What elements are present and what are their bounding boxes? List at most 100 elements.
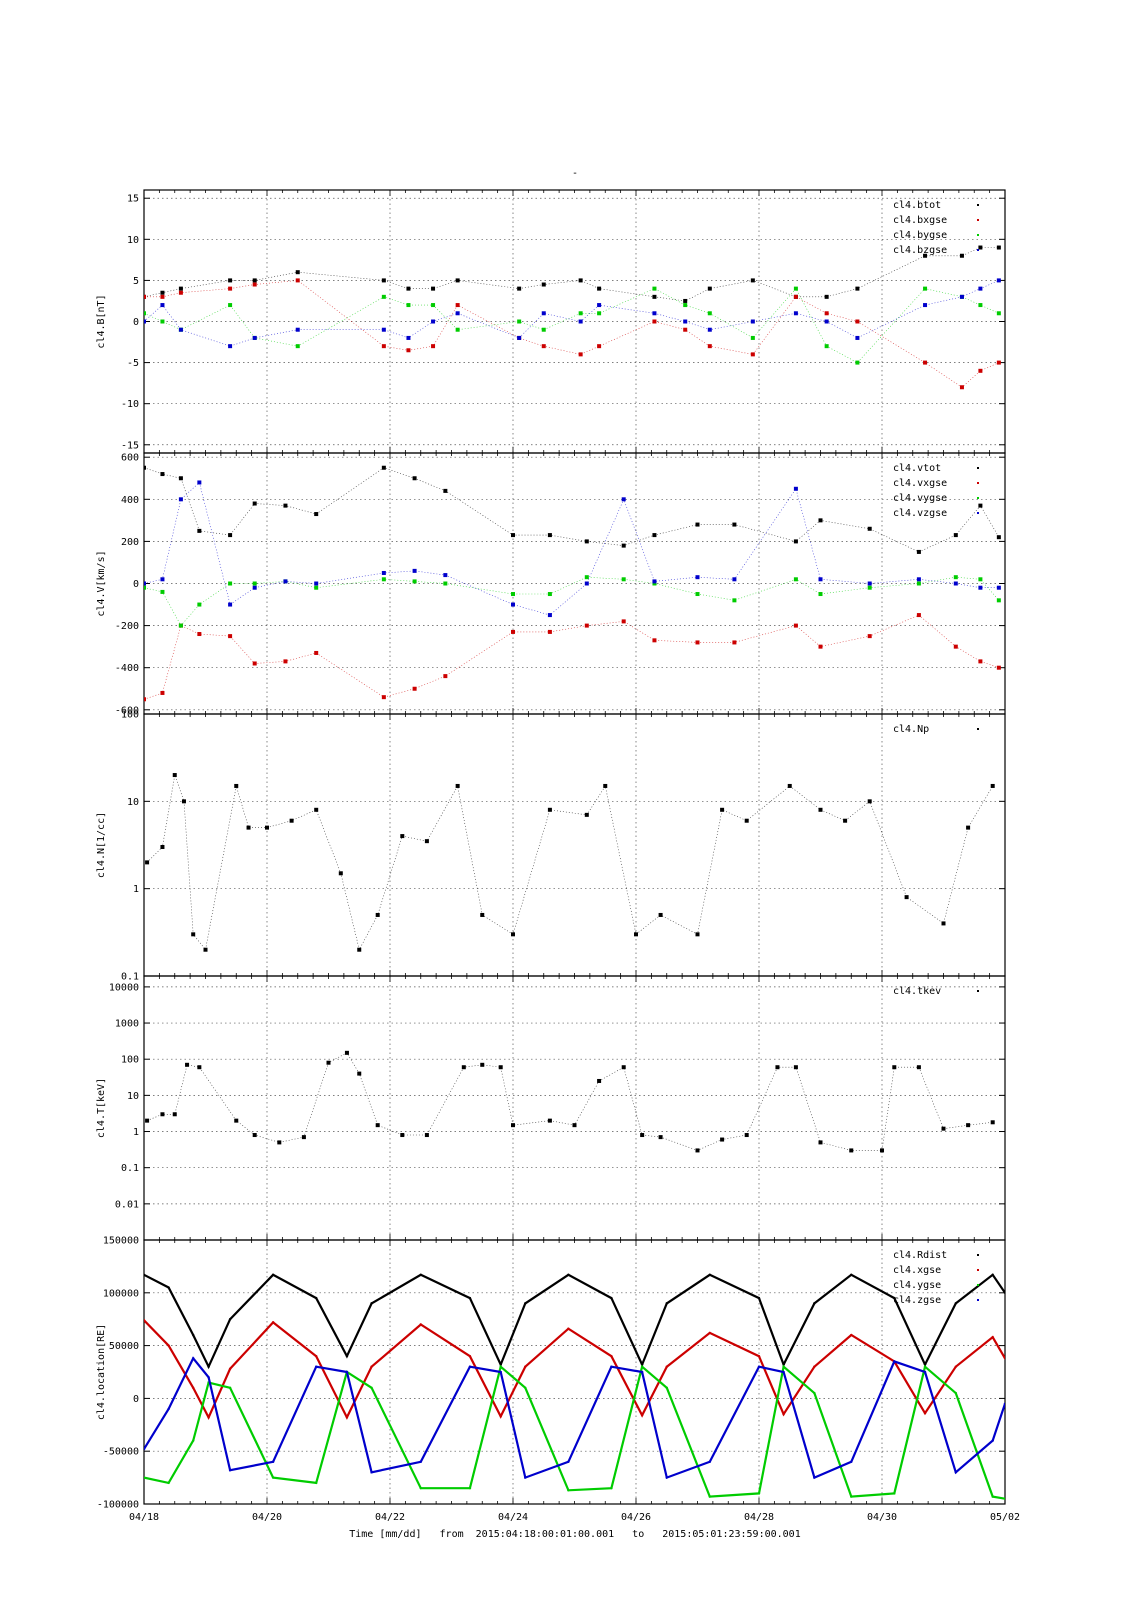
data-point: [178, 290, 183, 295]
data-point: [524, 1476, 527, 1479]
data-point: [234, 1118, 239, 1123]
series-line-cl4.Rdist: [144, 1273, 1005, 1370]
data-point: [652, 581, 657, 586]
data-point: [185, 1062, 190, 1067]
data-point: [966, 825, 971, 830]
data-point: [775, 1065, 780, 1070]
data-point: [145, 860, 150, 865]
data-point: [665, 1476, 668, 1479]
data-point: [640, 1133, 645, 1138]
data-point: [757, 1492, 761, 1495]
y-tick-label: 0.1: [121, 1163, 139, 1174]
data-point: [431, 344, 436, 349]
y-tick-label: 400: [121, 495, 139, 506]
series-trace-cl4.btot: [144, 247, 999, 302]
data-point: [480, 1062, 485, 1067]
legend-marker: [977, 512, 979, 514]
data-point: [990, 1120, 995, 1125]
data-point: [720, 807, 725, 812]
data-point: [455, 311, 460, 316]
data-point: [843, 818, 848, 823]
series-trace-cl4.bzgse: [144, 280, 1000, 347]
data-point: [412, 568, 417, 573]
data-point: [893, 1360, 896, 1363]
legend-marker: [977, 249, 979, 251]
data-point: [959, 253, 964, 258]
data-point: [375, 1123, 380, 1128]
y-tick-label: 10: [127, 235, 139, 246]
data-point: [640, 1414, 644, 1417]
data-point: [197, 528, 202, 533]
data-point: [424, 1133, 429, 1138]
data-point: [793, 294, 798, 299]
data-point: [818, 644, 823, 649]
series-trace-cl4.vtot: [144, 467, 1000, 553]
data-point: [916, 1065, 921, 1070]
data-point: [787, 783, 792, 788]
data-point: [443, 674, 448, 679]
data-point: [167, 1407, 170, 1411]
data-point: [511, 629, 515, 634]
data-point: [541, 311, 546, 316]
data-point: [813, 1365, 816, 1368]
data-point: [357, 947, 362, 952]
data-point: [178, 476, 183, 481]
data-point: [167, 1286, 170, 1289]
data-point: [315, 1354, 318, 1358]
data-point: [424, 839, 429, 844]
data-point: [923, 360, 928, 365]
data-point: [315, 1481, 318, 1485]
legend-label: cl4.tkev: [893, 986, 941, 997]
data-point: [246, 825, 251, 830]
data-point: [468, 1354, 472, 1358]
y-tick-label: 0: [133, 579, 139, 590]
y-tick-label: 0: [133, 317, 139, 328]
data-point: [818, 1140, 823, 1145]
data-point: [893, 1296, 896, 1300]
legend-label: cl4.ygse: [893, 1280, 941, 1291]
data-point: [192, 1357, 195, 1360]
data-point: [793, 486, 798, 491]
y-tick-label: 1: [133, 884, 139, 895]
data-point: [370, 1386, 373, 1390]
data-point: [708, 1495, 711, 1498]
data-point: [419, 1273, 422, 1277]
data-point: [178, 497, 183, 502]
data-point: [203, 947, 208, 952]
data-area: [144, 245, 1001, 390]
data-point: [468, 1486, 472, 1490]
data-point: [597, 344, 602, 349]
data-point: [192, 1333, 195, 1337]
data-point: [517, 335, 522, 340]
data-point: [750, 352, 755, 357]
series-trace-cl4.vzgse: [144, 481, 999, 616]
data-point: [468, 1365, 472, 1368]
data-point: [782, 1365, 785, 1368]
y-tick-label: 1: [133, 1127, 139, 1138]
data-point: [524, 1365, 527, 1368]
y-tick-label: -15: [121, 440, 139, 451]
data-point: [400, 1133, 405, 1138]
data-point: [455, 278, 460, 283]
data-point: [160, 690, 165, 695]
x-tick-label: 04/28: [744, 1512, 774, 1523]
data-point: [744, 1133, 749, 1138]
data-point: [916, 581, 921, 586]
y-tick-label: -10: [121, 399, 139, 410]
data-point: [228, 1469, 232, 1472]
legend-label: cl4.xgse: [893, 1265, 941, 1276]
data-point: [511, 1123, 515, 1128]
data-point: [228, 602, 233, 607]
data-point: [584, 581, 589, 586]
x-tick-label: 04/24: [498, 1512, 528, 1523]
y-tick-label: 150000: [103, 1236, 139, 1247]
x-axis-label: Time [mm/dd] from 2015:04:18:00:01:00.00…: [349, 1529, 800, 1540]
data-point: [850, 1460, 853, 1463]
legend-marker: [977, 234, 979, 236]
series-trace-cl4.bygse: [144, 288, 1000, 363]
y-tick-label: -200: [115, 621, 139, 632]
data-point: [996, 535, 1001, 540]
data-point: [167, 1481, 170, 1485]
data-point: [314, 585, 319, 590]
